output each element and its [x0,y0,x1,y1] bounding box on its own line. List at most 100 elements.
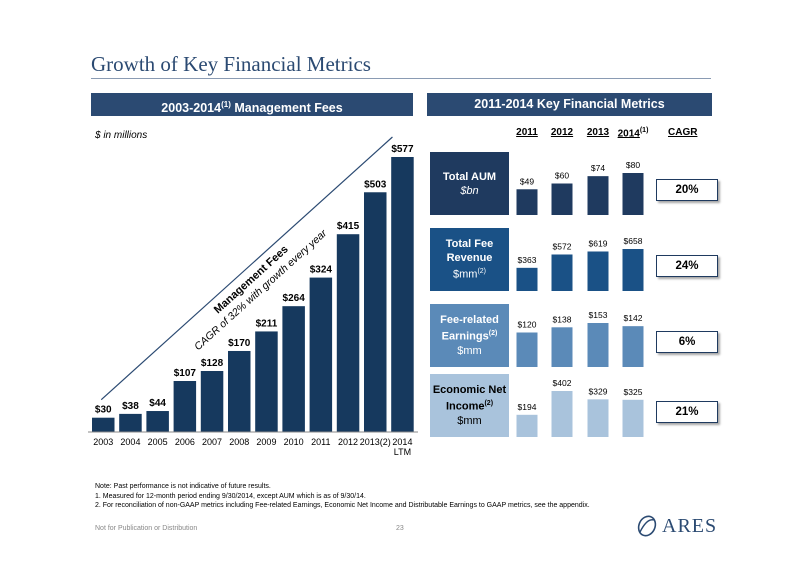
metric-bar [622,249,644,291]
metric-unit-sup: (2) [477,268,486,276]
metric-bar [587,323,609,367]
fee-value-label: $38 [122,401,139,412]
footnotes: Note: Past performance is not indicative… [95,482,590,511]
fee-bar [364,192,387,432]
fee-value-label: $170 [228,338,251,349]
metric-bar [551,183,573,215]
fee-year-label: 2006 [175,437,195,447]
left-section-header: 2003-2014(1) Management Fees [91,93,413,116]
metric-unit: $mm [430,344,509,358]
metric-year-text: 2012 [550,127,574,138]
right-section-header: 2011-2014 Key Financial Metrics [427,93,712,116]
metric-name-text: Fee-related Earnings [440,314,499,343]
fee-bar [336,234,360,432]
metric-value-label: $138 [553,314,572,324]
metric-bar [587,176,609,215]
fee-year-label: 2008 [229,437,249,447]
fee-year-label: 2012 [338,437,358,447]
metric-bar [587,399,609,437]
metric-label-box: Total AUM $bn [430,152,509,215]
metric-name-sup: (2) [484,400,494,408]
metric-value-label: $619 [589,238,608,248]
logo-icon [637,515,657,537]
metric-value-label: $60 [555,171,569,181]
page-title: Growth of Key Financial Metrics [91,52,371,76]
metric-value-label: $658 [624,236,643,246]
fee-value-label: $503 [364,179,387,190]
metric-bar [516,414,538,437]
metric-value-label: $194 [518,402,537,412]
metric-bar [516,332,538,367]
fee-bar [309,277,333,432]
title-rule [91,78,711,79]
metric-value-label: $363 [518,255,537,265]
metric-bar [622,173,644,215]
metric-name: Total AUM [430,170,509,184]
fee-bar [92,417,115,432]
metric-unit-text: $mm [452,268,478,281]
fee-value-label: $107 [174,368,197,379]
metric-year-text: 2014 [617,128,640,140]
metric-unit-text: $mm [457,344,482,357]
fee-bar [119,413,142,432]
fee-year-label: 2014 LTM [392,437,412,457]
metric-value-label: $80 [626,160,640,170]
ares-logo: ARES [636,514,717,538]
metric-unit: $bn [430,184,509,198]
cagr-value: 24% [656,255,718,277]
metric-bar [516,267,538,291]
metric-name-text: Economic Net Income [432,384,507,413]
note-line: Note: Past performance is not indicative… [95,483,271,490]
key-metrics-chart: $49 $60 $74 $80 $363 $572 $619 $658 $120 $138 $153… [516,160,644,437]
fee-bar [146,411,169,432]
metric-name: Total Fee Revenue [430,237,509,265]
logo-wordmark: ARES [662,514,718,537]
left-header-text: 2003-2014 [161,101,222,116]
fee-year-label: 2011 [311,437,330,447]
metric-unit-text: $bn [460,184,479,197]
metric-value-label: $142 [624,313,643,323]
page-number: 23 [396,525,404,532]
cagr-value: 6% [656,331,718,353]
metric-year-text: 2011 [516,127,538,138]
management-fees-chart: $30 2003 $38 2004 $44 2005 $107 2006 $128 2007 $17… [88,136,418,457]
metric-value-label: $49 [520,176,534,186]
metric-value-label: $325 [624,387,643,397]
note-line: 2. For reconciliation of non-GAAP metric… [95,502,590,509]
metric-name-sup: (2) [488,330,498,338]
cagr-header: CAGR [668,127,698,138]
fee-value-label: $324 [310,265,333,276]
metric-bar [587,251,609,291]
cagr-value: 21% [656,401,718,423]
metric-value-label: $329 [589,386,608,396]
metric-unit-text: $mm [457,414,482,427]
left-header-sup: (1) [221,100,231,109]
metric-year-label: 2013 [578,127,618,138]
fee-bar [228,350,251,432]
note-line: 1. Measured for 12-month period ending 9… [95,492,366,500]
fee-value-label: $44 [149,398,166,409]
metric-year-label: 2014(1) [613,127,653,139]
metric-year-label: 2012 [542,127,582,138]
fee-bar [391,157,414,432]
metric-value-label: $402 [553,378,572,388]
trend-line [100,136,393,401]
fee-year-label: 2005 [148,437,168,447]
metric-year-text: 2013 [586,127,610,138]
metric-unit: $mm [430,414,509,428]
fee-year-label: 2013(2) [360,437,391,447]
fee-value-label: $264 [283,293,306,304]
metric-bar [516,189,538,215]
metric-value-label: $572 [553,241,572,251]
fee-bar [282,306,305,432]
metric-value-label: $153 [589,310,608,320]
metric-bar [622,326,644,367]
fee-value-label: $211 [256,318,278,329]
fee-year-label: 2010 [284,437,304,447]
fee-year-label: 2003 [93,437,113,447]
cagr-value: 20% [656,179,718,201]
fee-bar [173,381,197,432]
fee-year-label: 2009 [256,437,276,447]
fee-value-label: $415 [337,221,360,232]
fee-value-label: $128 [201,358,224,369]
